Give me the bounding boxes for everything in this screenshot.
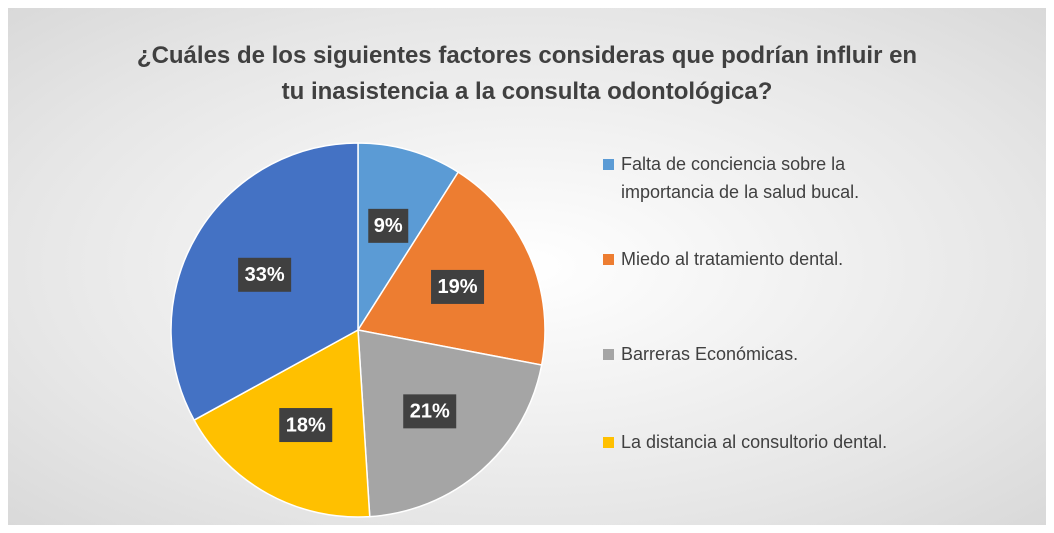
- legend-label: Falta de conciencia sobre la importancia…: [621, 154, 860, 202]
- data-label: 19%: [438, 276, 478, 298]
- data-label: 9%: [374, 215, 403, 237]
- data-label: 21%: [410, 401, 450, 423]
- chart-title: ¿Cuáles de los siguientes factores consi…: [136, 42, 918, 105]
- legend-label: La distancia al consultorio dental.: [621, 432, 888, 452]
- legend-swatch: [603, 159, 614, 170]
- data-label: 18%: [286, 414, 326, 436]
- data-label-box: [403, 394, 457, 429]
- data-label-box: [431, 269, 485, 304]
- legend-entry: Barreras Económicas.: [603, 340, 903, 368]
- legend-entry: La distancia al consultorio dental.: [603, 428, 903, 456]
- data-label-box: [368, 208, 409, 243]
- legend-label: Miedo al tratamiento dental.: [621, 249, 844, 269]
- legend-entry: Falta de conciencia sobre la importancia…: [603, 150, 903, 206]
- pie-slice: [356, 171, 546, 366]
- data-label: 33%: [245, 264, 285, 286]
- legend-label: Barreras Económicas.: [621, 344, 799, 364]
- legend-entry: Miedo al tratamiento dental.: [603, 245, 903, 273]
- legend-swatch: [603, 349, 614, 360]
- data-label-box: [238, 257, 292, 292]
- legend-swatch: [603, 437, 614, 448]
- data-label-box: [279, 408, 333, 443]
- legend-swatch: [603, 254, 614, 265]
